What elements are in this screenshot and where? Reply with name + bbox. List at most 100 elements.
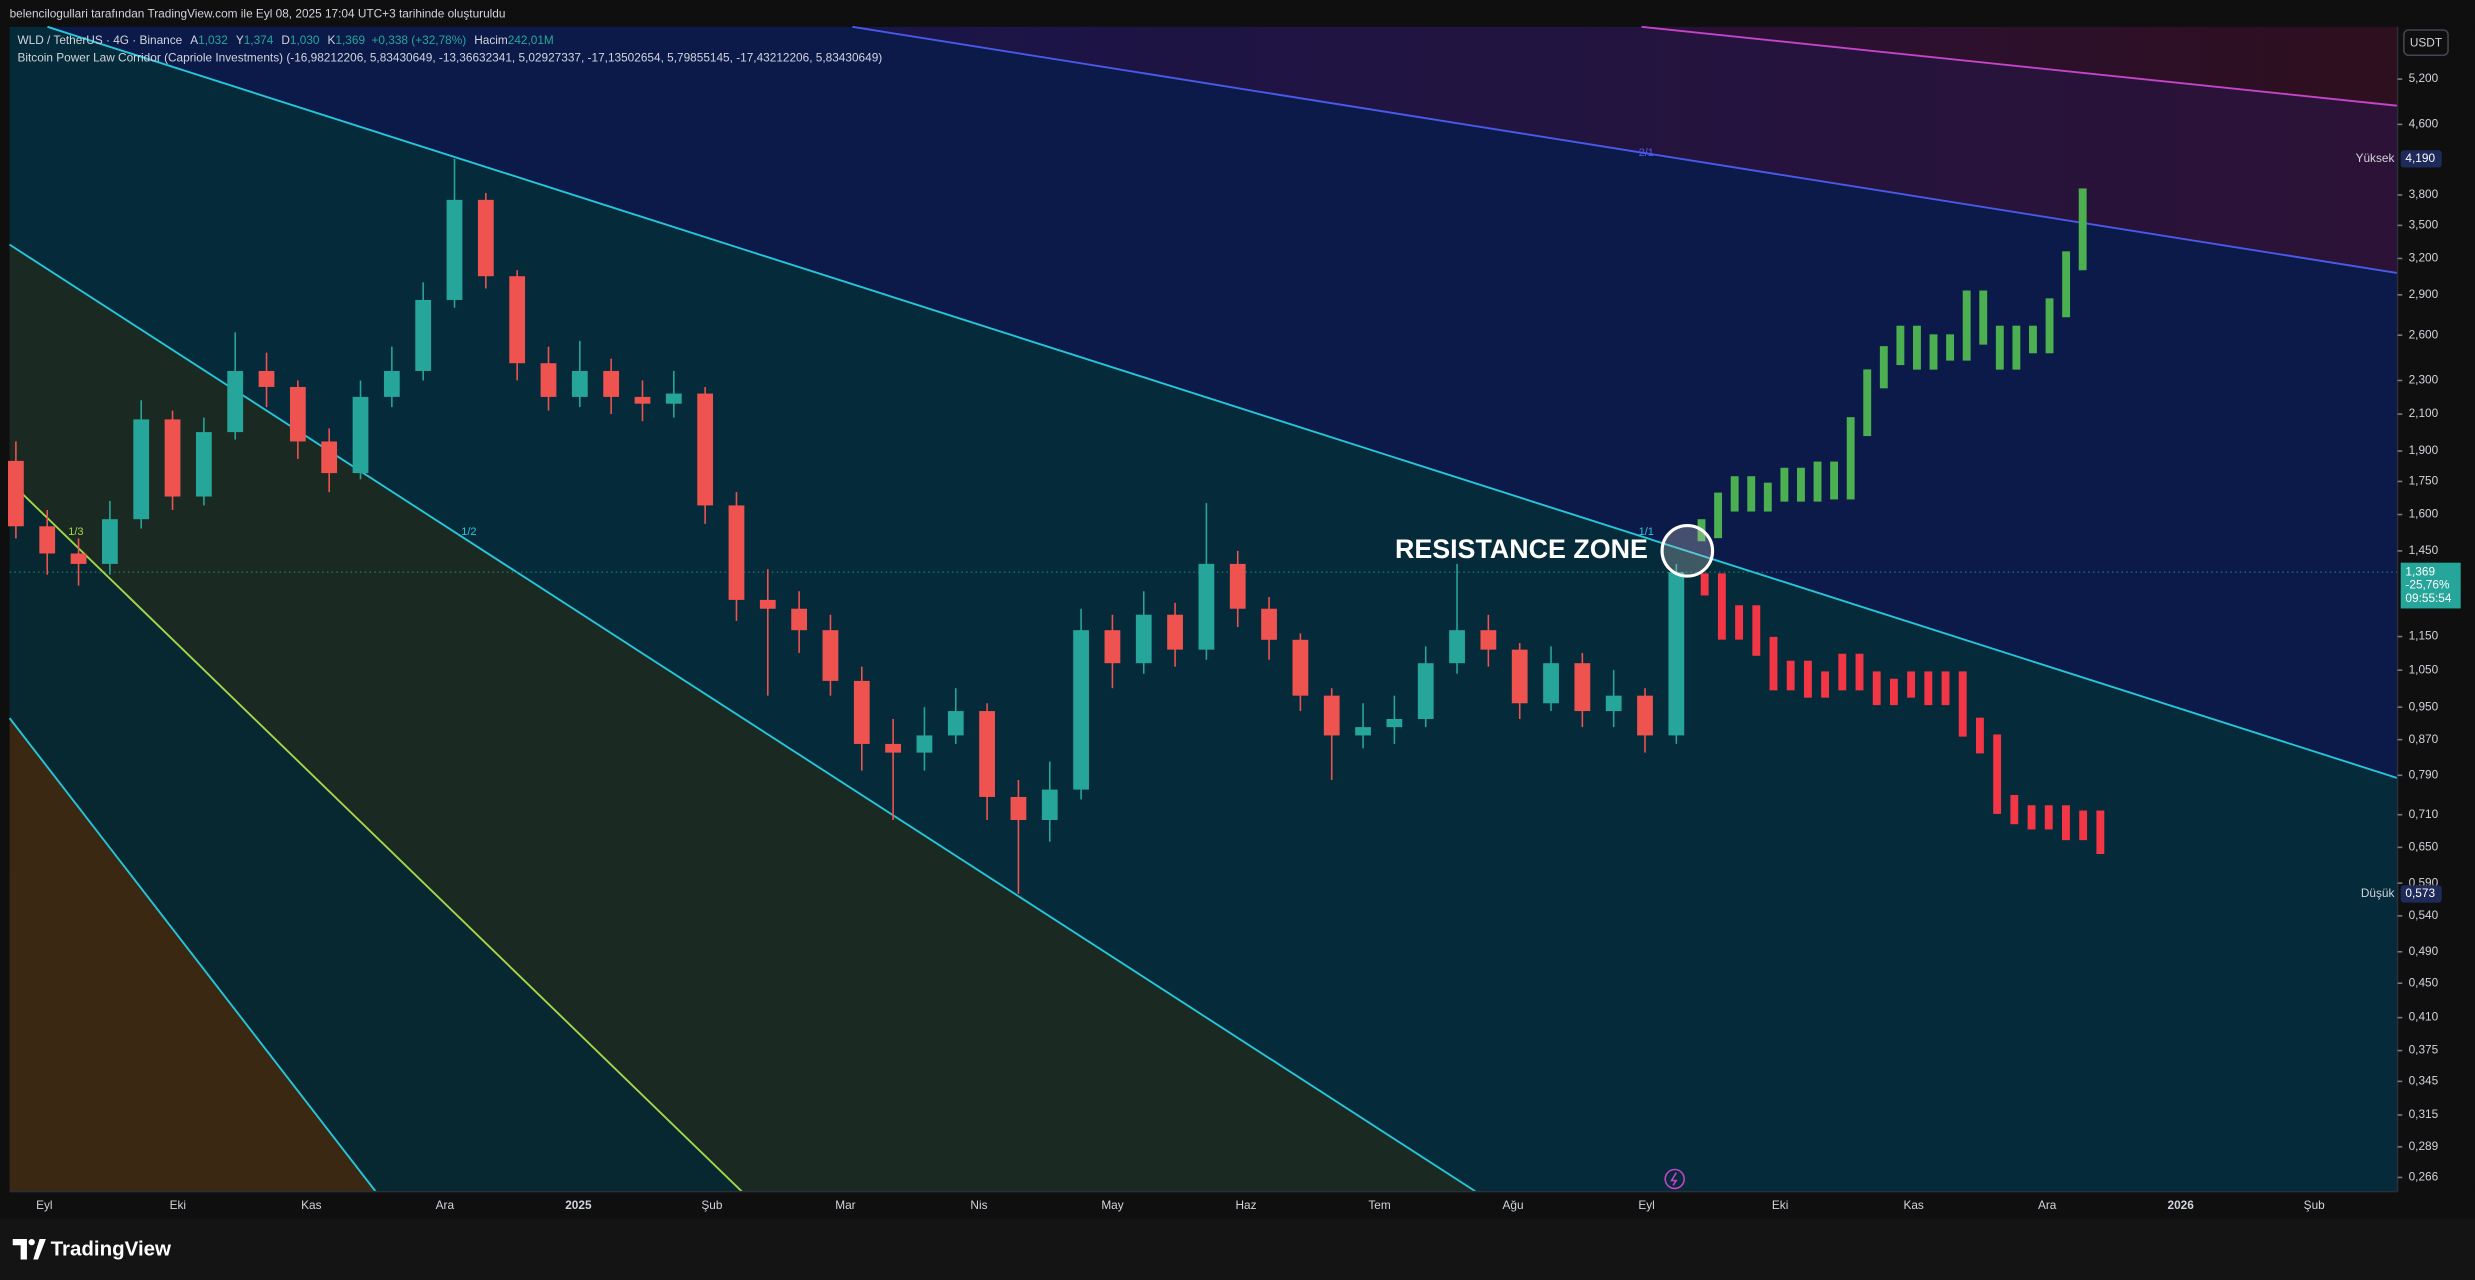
candle-body (979, 711, 995, 797)
legend-symbol: WLD / TetherUS · 4G · Binance (17, 33, 182, 47)
projection-bar (1838, 653, 1847, 691)
corridor-line (8, 717, 377, 1193)
y-tick-label: 0,790 (2409, 767, 2439, 781)
candle-body (477, 199, 494, 277)
corridor-label: 1/2 (461, 526, 476, 538)
candle-body (571, 370, 588, 397)
projection-bar (1941, 671, 1950, 706)
annotation: RESISTANCE ZONE (1395, 534, 1648, 564)
x-tick-label: Kas (301, 1198, 321, 1212)
resistance-circle (1660, 523, 1715, 578)
x-tick-label: Haz (1235, 1198, 1256, 1212)
legend-line: WLD / TetherUS · 4G · Binance A1,032 Y1,… (17, 33, 553, 47)
projection-bar (1863, 369, 1872, 437)
projection-bar (1813, 461, 1822, 502)
candle-body (195, 432, 212, 497)
candle-body (1073, 630, 1089, 790)
marker-tag (2400, 150, 2442, 168)
last-price-tag (2400, 562, 2461, 609)
legend-value: 1,374 (244, 33, 274, 47)
y-tick-label: 2,300 (2409, 373, 2439, 387)
topbar-text: belencilogullari tarafından TradingView.… (10, 6, 506, 20)
x-tick-label: 2025 (565, 1198, 592, 1212)
candle-body (603, 370, 620, 397)
projection-bar (1913, 325, 1921, 370)
candle-body (1511, 649, 1528, 704)
candle-body (1229, 563, 1246, 609)
candle-body (415, 299, 432, 371)
x-tick-label: Kas (1903, 1198, 1923, 1212)
projection-bar (2045, 298, 2054, 354)
corridor-label: 1/1 (1639, 526, 1654, 538)
y-tick-label: 0,375 (2409, 1043, 2439, 1057)
projection-bar (1889, 678, 1898, 706)
projection-bar (1735, 605, 1744, 640)
marker-label: Yüksek (2356, 151, 2395, 165)
projection-bar (2062, 805, 2070, 841)
projection-bar (1979, 290, 1988, 345)
candle-body (1261, 608, 1277, 640)
y-tick-label: 2,900 (2409, 287, 2439, 301)
candle-body (1417, 663, 1434, 720)
event-icon[interactable] (1664, 1168, 1685, 1190)
projection-bar (2029, 325, 2037, 354)
legend-label: Hacim (474, 33, 508, 47)
y-tick-label: 5,200 (2409, 71, 2439, 85)
candle-body (822, 630, 839, 681)
brand-logo (12, 1238, 27, 1260)
projection-bar (2078, 188, 2087, 271)
projection-bar (1879, 346, 1888, 389)
legend-label: Y (236, 33, 244, 47)
x-tick-label: Eki (170, 1198, 186, 1212)
legend-value: 1,369 (335, 33, 365, 47)
y-tick-label: 1,900 (2409, 443, 2439, 457)
corridor-label: 1/3 (68, 526, 83, 538)
candle-body (1010, 796, 1027, 820)
projection-bar (1975, 717, 1984, 754)
last-price-change: -25,76% (2405, 578, 2450, 592)
y-tick-label: 0,266 (2409, 1170, 2439, 1184)
projection-bar (1797, 467, 1805, 502)
marks (8, 158, 2398, 894)
corridor-line (9, 243, 1477, 1193)
candle-body (1637, 695, 1653, 736)
x-tick-label: Ağu (1503, 1198, 1524, 1212)
y-tick-label: 0,870 (2409, 732, 2439, 746)
candle-body (885, 743, 902, 753)
projection-bar (2096, 810, 2105, 854)
corridor-line (8, 480, 743, 1193)
candle-body (1104, 630, 1121, 664)
y-tick-label: 0,540 (2409, 908, 2439, 922)
x-tick-label: Şub (2304, 1198, 2325, 1212)
footer (0, 1218, 2475, 1280)
marker-label: Düşük (2361, 886, 2395, 900)
projection-bar (1780, 467, 1789, 502)
projection-bar (1747, 476, 1756, 512)
x-tick-label: Mar (835, 1198, 855, 1212)
candle-body (133, 419, 150, 520)
candle-body (258, 370, 275, 387)
x-tick-label: 2026 (2168, 1198, 2195, 1212)
projection-bar (1752, 605, 1761, 656)
projection-bar (2062, 251, 2071, 318)
corridor-label: 2/1 (1639, 147, 1654, 159)
y-tick-label: 1,750 (2409, 474, 2439, 488)
x-tick-label: May (1101, 1198, 1123, 1212)
y-tick-label: 0,450 (2409, 975, 2439, 989)
corridor-line (47, 25, 2398, 780)
projection-bar (1993, 734, 2002, 814)
currency-button[interactable] (2403, 29, 2449, 57)
y-tick-label: 3,200 (2409, 251, 2439, 265)
candle-body (39, 526, 56, 554)
projection-bar (1717, 573, 1726, 640)
x-tick-label: Ara (436, 1198, 455, 1212)
y-tick-label: 0,650 (2409, 839, 2439, 853)
candle-body (352, 396, 369, 474)
candle-body (634, 396, 651, 404)
price-axis (2397, 26, 2475, 1192)
legend-label: K (328, 33, 336, 47)
projection-bar (1958, 671, 1967, 737)
currency: USDT (2410, 36, 2442, 50)
